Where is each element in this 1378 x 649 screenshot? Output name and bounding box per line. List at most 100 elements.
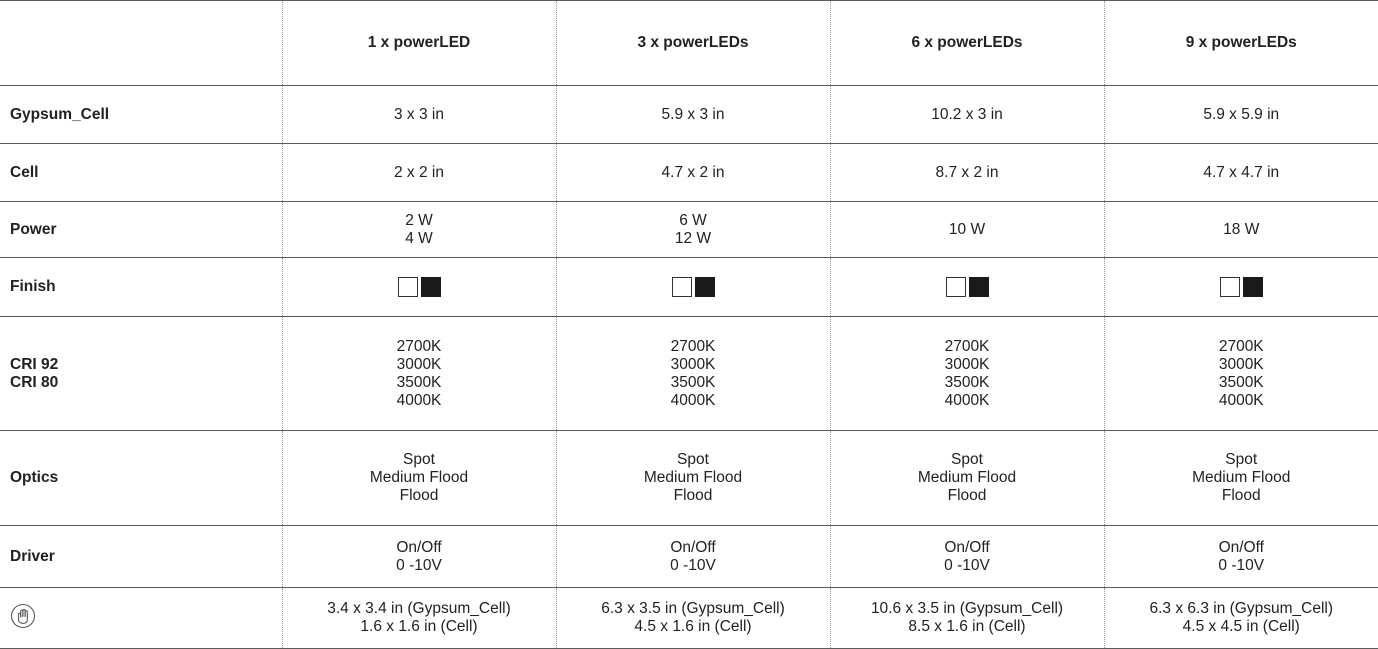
- color-temperature: 3000K: [831, 356, 1104, 374]
- table-cell: Spot Medium Flood Flood: [282, 431, 556, 526]
- table-row-cell: Cell 2 x 2 in 4.7 x 2 in 8.7 x 2 in 4.7 …: [0, 144, 1378, 202]
- driver-option: 0 -10V: [1105, 557, 1378, 575]
- color-temperature: 3500K: [831, 374, 1104, 392]
- white-finish-swatch: [946, 277, 966, 297]
- table-cell: 5.9 x 5.9 in: [1104, 86, 1378, 144]
- table-row-cutout: 3.4 x 3.4 in (Gypsum_Cell) 1.6 x 1.6 in …: [0, 588, 1378, 649]
- table-row-power: Power 2 W 4 W 6 W 12 W 10 W 18 W: [0, 202, 1378, 258]
- cri-label: CRI 92: [10, 356, 282, 374]
- color-temperature: 4000K: [1105, 392, 1378, 410]
- finish-swatches: [1220, 277, 1263, 297]
- table-cell: [556, 258, 830, 317]
- optic-option: Medium Flood: [831, 469, 1104, 487]
- table-cell: 3 x 3 in: [282, 86, 556, 144]
- optic-option: Spot: [283, 451, 556, 469]
- cutout-size: 6.3 x 6.3 in (Gypsum_Cell): [1105, 600, 1378, 618]
- row-label: [0, 588, 282, 649]
- black-finish-swatch: [969, 277, 989, 297]
- finish-swatches: [398, 277, 441, 297]
- table-cell: 6 W 12 W: [556, 202, 830, 258]
- color-temperature: 4000K: [831, 392, 1104, 410]
- table-row-finish: Finish: [0, 258, 1378, 317]
- cutout-hand-icon: [10, 603, 36, 634]
- table-cell: 4.7 x 2 in: [556, 144, 830, 202]
- table-row-optics: Optics Spot Medium Flood Flood Spot Medi…: [0, 431, 1378, 526]
- black-finish-swatch: [421, 277, 441, 297]
- table-cell: On/Off 0 -10V: [1104, 526, 1378, 588]
- table-cell: 10.2 x 3 in: [830, 86, 1104, 144]
- corner-cell: [0, 1, 282, 86]
- driver-option: 0 -10V: [557, 557, 830, 575]
- finish-swatches: [946, 277, 989, 297]
- cri-label: CRI 80: [10, 374, 282, 392]
- optic-option: Medium Flood: [283, 469, 556, 487]
- finish-swatches: [672, 277, 715, 297]
- color-temperature: 3500K: [557, 374, 830, 392]
- color-temperature: 2700K: [831, 338, 1104, 356]
- row-label: Gypsum_Cell: [0, 86, 282, 144]
- table-cell: Spot Medium Flood Flood: [556, 431, 830, 526]
- cutout-size: 1.6 x 1.6 in (Cell): [283, 618, 556, 636]
- row-label: Finish: [0, 258, 282, 317]
- optic-option: Flood: [1105, 487, 1378, 505]
- row-label: Optics: [0, 431, 282, 526]
- color-temperature: 3000K: [557, 356, 830, 374]
- table-cell: 2700K 3000K 3500K 4000K: [1104, 317, 1378, 431]
- optic-option: Flood: [831, 487, 1104, 505]
- power-value: 2 W: [283, 212, 556, 230]
- power-value: 18 W: [1105, 221, 1378, 239]
- power-value: 12 W: [557, 230, 830, 248]
- power-value: 6 W: [557, 212, 830, 230]
- driver-option: On/Off: [283, 539, 556, 557]
- color-temperature: 3000K: [283, 356, 556, 374]
- table-cell: [830, 258, 1104, 317]
- table-cell: 2700K 3000K 3500K 4000K: [830, 317, 1104, 431]
- table-cell: 10.6 x 3.5 in (Gypsum_Cell) 8.5 x 1.6 in…: [830, 588, 1104, 649]
- table-cell: On/Off 0 -10V: [830, 526, 1104, 588]
- table-cell: 4.7 x 4.7 in: [1104, 144, 1378, 202]
- white-finish-swatch: [398, 277, 418, 297]
- table-cell: 2 W 4 W: [282, 202, 556, 258]
- table-cell: [282, 258, 556, 317]
- table-cell: 10 W: [830, 202, 1104, 258]
- table-cell: 8.7 x 2 in: [830, 144, 1104, 202]
- table-cell: 6.3 x 6.3 in (Gypsum_Cell) 4.5 x 4.5 in …: [1104, 588, 1378, 649]
- row-label: Power: [0, 202, 282, 258]
- optic-option: Medium Flood: [557, 469, 830, 487]
- black-finish-swatch: [1243, 277, 1263, 297]
- column-header: 1 x powerLED: [282, 1, 556, 86]
- color-temperature: 3500K: [283, 374, 556, 392]
- optic-option: Spot: [1105, 451, 1378, 469]
- row-label: Cell: [0, 144, 282, 202]
- color-temperature: 3000K: [1105, 356, 1378, 374]
- cutout-size: 4.5 x 4.5 in (Cell): [1105, 618, 1378, 636]
- table-cell: 2700K 3000K 3500K 4000K: [282, 317, 556, 431]
- driver-option: 0 -10V: [831, 557, 1104, 575]
- cutout-size: 3.4 x 3.4 in (Gypsum_Cell): [283, 600, 556, 618]
- color-temperature: 4000K: [557, 392, 830, 410]
- black-finish-swatch: [695, 277, 715, 297]
- column-header: 9 x powerLEDs: [1104, 1, 1378, 86]
- power-value: 10 W: [831, 221, 1104, 239]
- cutout-size: 4.5 x 1.6 in (Cell): [557, 618, 830, 636]
- color-temperature: 2700K: [1105, 338, 1378, 356]
- table-cell: 18 W: [1104, 202, 1378, 258]
- table-cell: 3.4 x 3.4 in (Gypsum_Cell) 1.6 x 1.6 in …: [282, 588, 556, 649]
- header-row: 1 x powerLED 3 x powerLEDs 6 x powerLEDs…: [0, 1, 1378, 86]
- driver-option: On/Off: [557, 539, 830, 557]
- optic-option: Spot: [831, 451, 1104, 469]
- white-finish-swatch: [672, 277, 692, 297]
- row-label: Driver: [0, 526, 282, 588]
- driver-option: On/Off: [831, 539, 1104, 557]
- table-cell: 2700K 3000K 3500K 4000K: [556, 317, 830, 431]
- table-cell: 5.9 x 3 in: [556, 86, 830, 144]
- power-value: 4 W: [283, 230, 556, 248]
- cutout-size: 8.5 x 1.6 in (Cell): [831, 618, 1104, 636]
- driver-option: On/Off: [1105, 539, 1378, 557]
- table-cell: On/Off 0 -10V: [556, 526, 830, 588]
- row-label: CRI 92 CRI 80: [0, 317, 282, 431]
- color-temperature: 4000K: [283, 392, 556, 410]
- cutout-size: 6.3 x 3.5 in (Gypsum_Cell): [557, 600, 830, 618]
- table-row-driver: Driver On/Off 0 -10V On/Off 0 -10V On/Of…: [0, 526, 1378, 588]
